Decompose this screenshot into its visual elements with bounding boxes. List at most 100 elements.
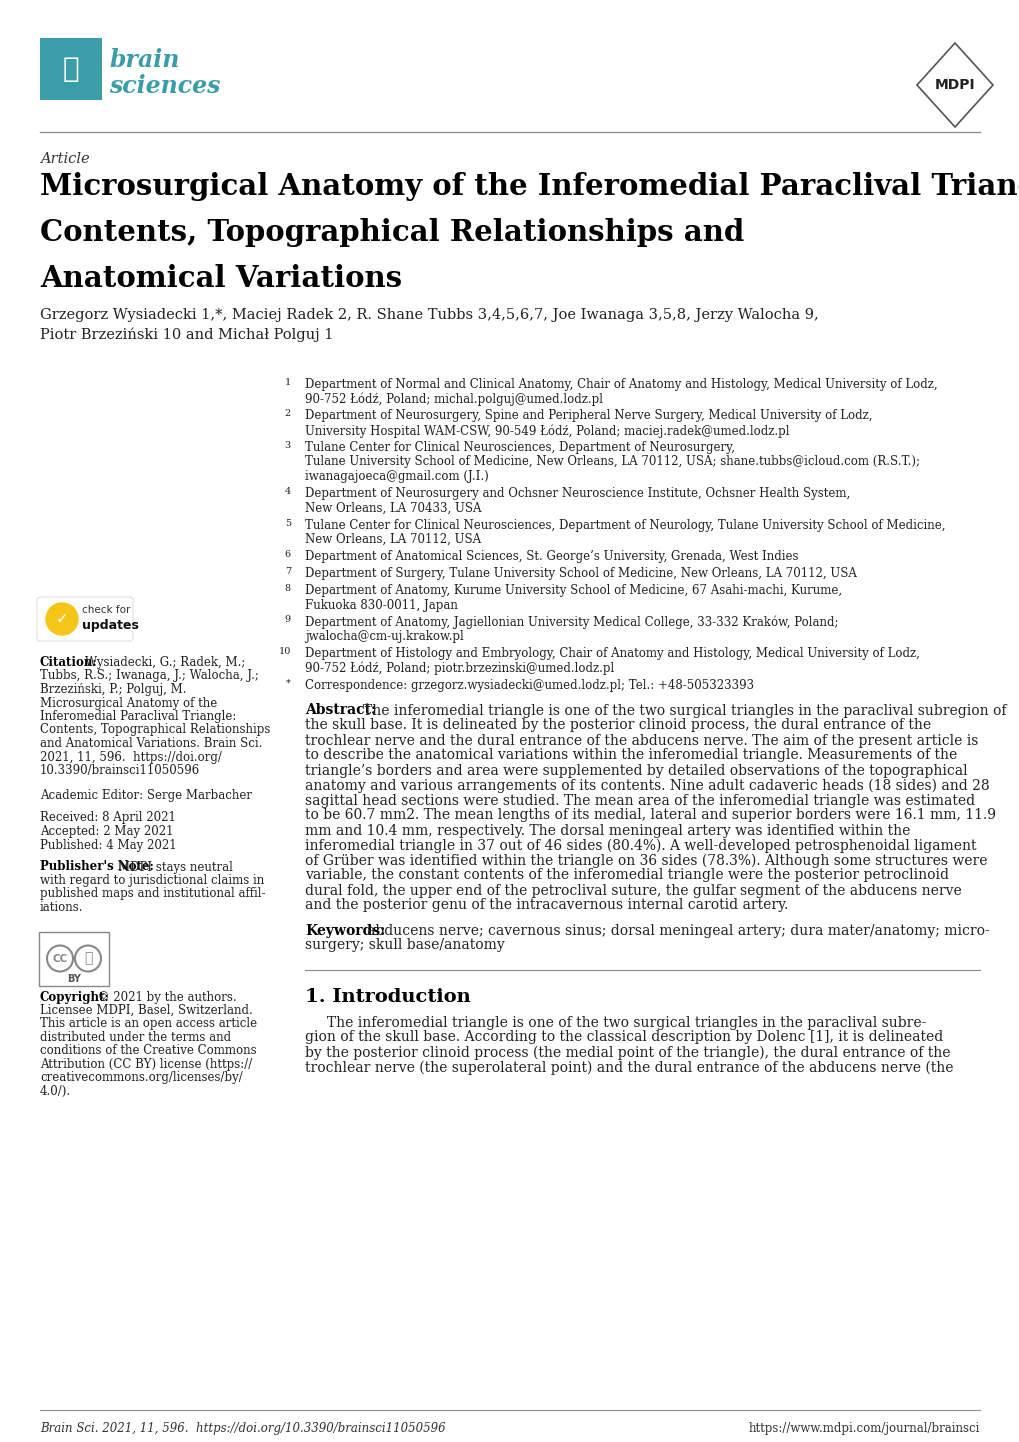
Text: 4: 4 bbox=[284, 487, 290, 496]
Text: Citation:: Citation: bbox=[40, 656, 98, 669]
Text: trochlear nerve and the dural entrance of the abducens nerve. The aim of the pre: trochlear nerve and the dural entrance o… bbox=[305, 734, 977, 747]
Text: anatomy and various arrangements of its contents. Nine adult cadaveric heads (18: anatomy and various arrangements of its … bbox=[305, 779, 988, 793]
Text: and Anatomical Variations. Brain Sci.: and Anatomical Variations. Brain Sci. bbox=[40, 737, 262, 750]
Text: abducens nerve; cavernous sinus; dorsal meningeal artery; dura mater/anatomy; mi: abducens nerve; cavernous sinus; dorsal … bbox=[367, 923, 988, 937]
Text: Anatomical Variations: Anatomical Variations bbox=[40, 264, 401, 293]
Text: BY: BY bbox=[67, 973, 81, 983]
Text: This article is an open access article: This article is an open access article bbox=[40, 1018, 257, 1031]
Text: *: * bbox=[286, 679, 290, 688]
Text: 90-752 Łódź, Poland; michal.polguj@umed.lodz.pl: 90-752 Łódź, Poland; michal.polguj@umed.… bbox=[305, 392, 602, 407]
Text: Department of Surgery, Tulane University School of Medicine, New Orleans, LA 701: Department of Surgery, Tulane University… bbox=[305, 567, 856, 580]
Text: Licensee MDPI, Basel, Switzerland.: Licensee MDPI, Basel, Switzerland. bbox=[40, 1004, 253, 1017]
Text: inferomedial triangle in 37 out of 46 sides (80.4%). A well-developed petrosphen: inferomedial triangle in 37 out of 46 si… bbox=[305, 838, 975, 852]
Text: Attribution (CC BY) license (https://: Attribution (CC BY) license (https:// bbox=[40, 1058, 252, 1071]
Text: 10: 10 bbox=[278, 647, 290, 656]
Text: check for: check for bbox=[82, 606, 130, 614]
Text: Tulane Center for Clinical Neurosciences, Department of Neurosurgery,: Tulane Center for Clinical Neurosciences… bbox=[305, 441, 735, 454]
Text: Academic Editor: Serge Marbacher: Academic Editor: Serge Marbacher bbox=[40, 790, 252, 803]
Text: 10.3390/brainsci11050596: 10.3390/brainsci11050596 bbox=[40, 764, 200, 777]
Text: Department of Histology and Embryology, Chair of Anatomy and Histology, Medical : Department of Histology and Embryology, … bbox=[305, 647, 919, 660]
Text: Department of Anatomy, Kurume University School of Medicine, 67 Asahi-machi, Kur: Department of Anatomy, Kurume University… bbox=[305, 584, 842, 597]
Text: Contents, Topographical Relationships: Contents, Topographical Relationships bbox=[40, 724, 270, 737]
Text: Received: 8 April 2021: Received: 8 April 2021 bbox=[40, 812, 175, 825]
Text: Brain Sci. 2021, 11, 596.  https://doi.org/10.3390/brainsci11050596: Brain Sci. 2021, 11, 596. https://doi.or… bbox=[40, 1422, 445, 1435]
Text: CC: CC bbox=[52, 953, 67, 963]
Text: jwalocha@cm-uj.krakow.pl: jwalocha@cm-uj.krakow.pl bbox=[305, 630, 464, 643]
FancyBboxPatch shape bbox=[40, 37, 102, 99]
Text: Tubbs, R.S.; Iwanaga, J.; Walocha, J.;: Tubbs, R.S.; Iwanaga, J.; Walocha, J.; bbox=[40, 669, 259, 682]
Text: published maps and institutional affil-: published maps and institutional affil- bbox=[40, 887, 265, 900]
Text: Microsurgical Anatomy of the Inferomedial Paraclival Triangle:: Microsurgical Anatomy of the Inferomedia… bbox=[40, 172, 1019, 200]
Text: 90-752 Łódź, Poland; piotr.brzezinski@umed.lodz.pl: 90-752 Łódź, Poland; piotr.brzezinski@um… bbox=[305, 662, 613, 675]
Text: 4.0/).: 4.0/). bbox=[40, 1084, 71, 1097]
Text: Department of Anatomy, Jagiellonian University Medical College, 33-332 Kraków, P: Department of Anatomy, Jagiellonian Univ… bbox=[305, 616, 838, 629]
Text: 7: 7 bbox=[284, 567, 290, 575]
Text: Copyright:: Copyright: bbox=[40, 991, 110, 1004]
Text: The inferomedial triangle is one of the two surgical triangles in the paraclival: The inferomedial triangle is one of the … bbox=[363, 704, 1006, 718]
Text: Tulane University School of Medicine, New Orleans, LA 70112, USA; shane.tubbs@ic: Tulane University School of Medicine, Ne… bbox=[305, 456, 919, 469]
Text: brain: brain bbox=[109, 48, 179, 72]
Text: Tulane Center for Clinical Neurosciences, Department of Neurology, Tulane Univer: Tulane Center for Clinical Neurosciences… bbox=[305, 519, 945, 532]
Polygon shape bbox=[916, 43, 993, 127]
Text: Grzegorz Wysiadecki 1,*, Maciej Radek 2, R. Shane Tubbs 3,4,5,6,7, Joe Iwanaga 3: Grzegorz Wysiadecki 1,*, Maciej Radek 2,… bbox=[40, 309, 818, 322]
Text: MDPI: MDPI bbox=[933, 78, 974, 92]
Text: Contents, Topographical Relationships and: Contents, Topographical Relationships an… bbox=[40, 218, 744, 247]
Text: Microsurgical Anatomy of the: Microsurgical Anatomy of the bbox=[40, 696, 217, 709]
Text: 1. Introduction: 1. Introduction bbox=[305, 988, 471, 1005]
Text: Wysiadecki, G.; Radek, M.;: Wysiadecki, G.; Radek, M.; bbox=[85, 656, 246, 669]
Text: University Hospital WAM-CSW, 90-549 Łódź, Poland; maciej.radek@umed.lodz.pl: University Hospital WAM-CSW, 90-549 Łódź… bbox=[305, 424, 789, 437]
Text: by the posterior clinoid process (the medial point of the triangle), the dural e: by the posterior clinoid process (the me… bbox=[305, 1045, 950, 1060]
Text: variable, the constant contents of the inferomedial triangle were the posterior : variable, the constant contents of the i… bbox=[305, 868, 948, 883]
Text: 2021, 11, 596.  https://doi.org/: 2021, 11, 596. https://doi.org/ bbox=[40, 750, 222, 763]
Text: Accepted: 2 May 2021: Accepted: 2 May 2021 bbox=[40, 825, 173, 838]
Text: to describe the anatomical variations within the inferomedial triangle. Measurem: to describe the anatomical variations wi… bbox=[305, 748, 956, 763]
Text: Fukuoka 830-0011, Japan: Fukuoka 830-0011, Japan bbox=[305, 598, 458, 611]
Text: © 2021 by the authors.: © 2021 by the authors. bbox=[94, 991, 236, 1004]
Text: and the posterior genu of the intracavernous internal carotid artery.: and the posterior genu of the intracaver… bbox=[305, 898, 788, 913]
Text: New Orleans, LA 70112, USA: New Orleans, LA 70112, USA bbox=[305, 534, 481, 547]
Text: distributed under the terms and: distributed under the terms and bbox=[40, 1031, 231, 1044]
Text: The inferomedial triangle is one of the two surgical triangles in the paraclival: The inferomedial triangle is one of the … bbox=[305, 1015, 925, 1030]
Text: Inferomedial Paraclival Triangle:: Inferomedial Paraclival Triangle: bbox=[40, 709, 236, 722]
Text: mm and 10.4 mm, respectively. The dorsal meningeal artery was identified within : mm and 10.4 mm, respectively. The dorsal… bbox=[305, 823, 910, 838]
Circle shape bbox=[46, 603, 77, 634]
Text: ✓: ✓ bbox=[56, 611, 68, 626]
Text: 2: 2 bbox=[284, 410, 290, 418]
Text: New Orleans, LA 70433, USA: New Orleans, LA 70433, USA bbox=[305, 502, 481, 515]
Text: Department of Neurosurgery, Spine and Peripheral Nerve Surgery, Medical Universi: Department of Neurosurgery, Spine and Pe… bbox=[305, 410, 871, 423]
Circle shape bbox=[47, 946, 73, 972]
Text: of Grüber was identified within the triangle on 36 sides (78.3%). Although some : of Grüber was identified within the tria… bbox=[305, 854, 986, 868]
Text: to be 60.7 mm2. The mean lengths of its medial, lateral and superior borders wer: to be 60.7 mm2. The mean lengths of its … bbox=[305, 809, 995, 822]
Text: Brzeziński, P.; Polguj, M.: Brzeziński, P.; Polguj, M. bbox=[40, 684, 186, 696]
Text: Department of Anatomical Sciences, St. George’s University, Grenada, West Indies: Department of Anatomical Sciences, St. G… bbox=[305, 549, 798, 562]
FancyBboxPatch shape bbox=[37, 597, 132, 642]
Text: Department of Normal and Clinical Anatomy, Chair of Anatomy and Histology, Medic: Department of Normal and Clinical Anatom… bbox=[305, 378, 936, 391]
Text: the skull base. It is delineated by the posterior clinoid process, the dural ent: the skull base. It is delineated by the … bbox=[305, 718, 930, 733]
Text: 3: 3 bbox=[284, 441, 290, 450]
Text: trochlear nerve (the superolateral point) and the dural entrance of the abducens: trochlear nerve (the superolateral point… bbox=[305, 1060, 953, 1074]
Text: Publisher's Note:: Publisher's Note: bbox=[40, 861, 154, 874]
Text: 6: 6 bbox=[284, 549, 290, 559]
Text: triangle’s borders and area were supplemented by detailed observations of the to: triangle’s borders and area were supplem… bbox=[305, 763, 967, 777]
Text: with regard to jurisdictional claims in: with regard to jurisdictional claims in bbox=[40, 874, 264, 887]
Text: 5: 5 bbox=[284, 519, 290, 528]
Text: 🧠: 🧠 bbox=[62, 55, 79, 84]
Text: Keywords:: Keywords: bbox=[305, 923, 385, 937]
Text: conditions of the Creative Commons: conditions of the Creative Commons bbox=[40, 1044, 257, 1057]
Text: updates: updates bbox=[82, 620, 139, 633]
Text: iwanagajoeca@gmail.com (J.I.): iwanagajoeca@gmail.com (J.I.) bbox=[305, 470, 488, 483]
Text: 9: 9 bbox=[284, 616, 290, 624]
Text: sciences: sciences bbox=[109, 74, 220, 98]
Text: Published: 4 May 2021: Published: 4 May 2021 bbox=[40, 838, 176, 851]
Text: MDPI stays neutral: MDPI stays neutral bbox=[118, 861, 232, 874]
Text: 8: 8 bbox=[284, 584, 290, 593]
Text: https://www.mdpi.com/journal/brainsci: https://www.mdpi.com/journal/brainsci bbox=[748, 1422, 979, 1435]
FancyBboxPatch shape bbox=[39, 932, 109, 985]
Circle shape bbox=[75, 946, 101, 972]
Text: 1: 1 bbox=[284, 378, 290, 386]
Text: Correspondence: grzegorz.wysiadecki@umed.lodz.pl; Tel.: +48-505323393: Correspondence: grzegorz.wysiadecki@umed… bbox=[305, 679, 753, 692]
Text: iations.: iations. bbox=[40, 901, 84, 914]
Text: creativecommons.org/licenses/by/: creativecommons.org/licenses/by/ bbox=[40, 1071, 243, 1084]
Text: Piotr Brzeziński 10 and Michał Polguj 1: Piotr Brzeziński 10 and Michał Polguj 1 bbox=[40, 327, 333, 343]
Text: dural fold, the upper end of the petroclival suture, the gulfar segment of the a: dural fold, the upper end of the petrocl… bbox=[305, 884, 961, 897]
